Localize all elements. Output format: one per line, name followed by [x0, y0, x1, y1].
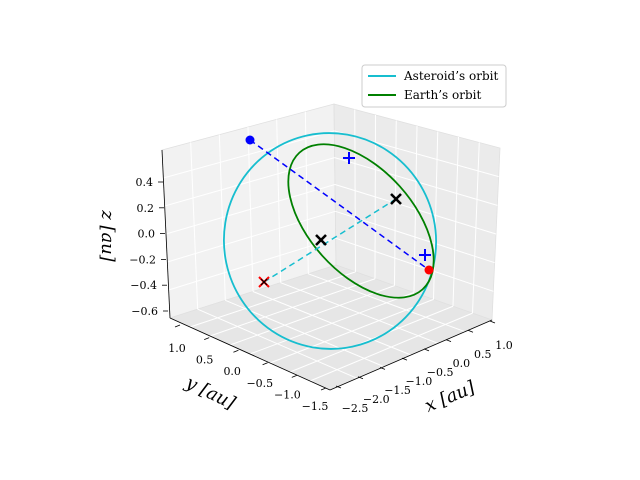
floor-pane-gridline-v: [289, 305, 454, 373]
y-tick-mark: [291, 375, 297, 378]
x-tick-mark: [379, 367, 386, 370]
x-tick-label: −1.5: [384, 384, 411, 397]
left-pane-gridline-v: [167, 210, 336, 263]
y-tick-label: −1.0: [274, 388, 301, 401]
y-tick-mark: [262, 362, 268, 366]
x-axis-ticks: −2.5−2.0−1.5−1.0−0.50.00.51.0: [335, 320, 513, 415]
y-tick-label: 0.5: [196, 354, 214, 367]
x-tick-label: 0.0: [453, 357, 471, 370]
x-tick-label: 0.5: [474, 348, 492, 361]
right-pane-gridline-v: [334, 184, 497, 235]
x-tick-mark: [357, 376, 364, 380]
y-tick-mark: [204, 337, 210, 340]
x-tick-label: −2.0: [363, 393, 390, 406]
earth-plus-right-marker: [419, 249, 431, 261]
z-tick-label: 0.2: [137, 202, 155, 215]
x-tick-label: 1.0: [495, 339, 513, 352]
y-tick-mark: [233, 349, 239, 353]
earth-node-x-right-marker: [390, 193, 402, 205]
z-axis-ticks: 0.4 0.2 0.0 −0.2 −0.4 −0.6: [129, 176, 168, 318]
right-pane-gridline-v: [335, 237, 494, 292]
z-tick-label: 0.4: [136, 176, 154, 189]
legend: Asteroid’s orbit Earth’s orbit: [361, 64, 507, 108]
right-pane-gridline-v: [334, 157, 498, 206]
x-tick-label: −1.0: [405, 375, 432, 388]
y-tick-label: 1.0: [168, 342, 186, 355]
z-tick-label: −0.2: [129, 253, 156, 266]
earth-plus-top-marker: [343, 152, 355, 164]
series-asteroid-orbit: [223, 132, 437, 350]
left-pane-gridline-v: [163, 130, 335, 179]
legend-label-asteroid: Asteroid’s orbit: [403, 69, 498, 83]
x-tick-mark: [445, 339, 452, 342]
x-tick-mark: [423, 348, 430, 352]
asteroid-apsides-line: [249, 139, 430, 271]
x-diag-b: [390, 193, 402, 205]
markers: [245, 135, 434, 288]
y-axis-line: [169, 317, 331, 391]
x-diag-b: [315, 234, 327, 246]
floor-pane-gridline-v: [229, 285, 395, 346]
legend-label-earth: Earth’s orbit: [404, 88, 481, 102]
x-axis-line: [329, 319, 493, 391]
y-tick-mark: [174, 324, 181, 328]
z-tick-label: −0.4: [130, 279, 157, 292]
earth-orbit-curve: [287, 143, 435, 299]
y-tick-label: −0.5: [246, 377, 273, 390]
x-tick-label: −2.5: [342, 402, 369, 415]
series-earth-orbit: [287, 143, 435, 299]
y-tick-label: 0.0: [223, 365, 241, 378]
x-tick-mark: [335, 385, 342, 389]
x-tick-label: −0.5: [427, 366, 454, 379]
z-axis-label: z [au]: [97, 209, 118, 263]
asteroid-orbit-curve: [223, 132, 437, 350]
left-pane-gridline-v: [164, 157, 335, 207]
floor-pane-gridline-v: [189, 271, 356, 328]
asteroid-nodes-line: [263, 198, 397, 283]
left-pane-gridline-v: [165, 184, 336, 235]
y-tick-mark: [320, 387, 327, 391]
left-pane-gridline-v: [168, 237, 336, 291]
x-tick-mark: [489, 320, 496, 324]
y-axis-ticks: 1.0 0.5 0.0 −0.5−1.0−1.5: [168, 324, 329, 413]
axis-lines: [161, 149, 493, 391]
y-tick-label: −1.5: [302, 400, 329, 413]
asteroid-red-dot-marker: [424, 265, 434, 275]
x-tick-mark: [467, 329, 474, 333]
floor-pane-gridline-v: [309, 312, 473, 382]
z-tick-label: 0.0: [138, 228, 156, 241]
x-inner-b: [260, 278, 268, 286]
floor-pane-gridline-v: [269, 298, 434, 364]
floor-pane-gridline-v: [249, 292, 415, 355]
x-tick-mark: [401, 357, 408, 361]
floor-pane-gridline-v: [209, 278, 376, 337]
earth-node-x-left-marker: [315, 234, 327, 246]
z-axis-line: [161, 149, 171, 319]
legend-box: [361, 64, 507, 108]
asteroid-node-red-x-marker: [258, 276, 270, 288]
asteroid-blue-dot-marker: [245, 135, 255, 145]
z-tick-label: −0.6: [131, 305, 158, 318]
